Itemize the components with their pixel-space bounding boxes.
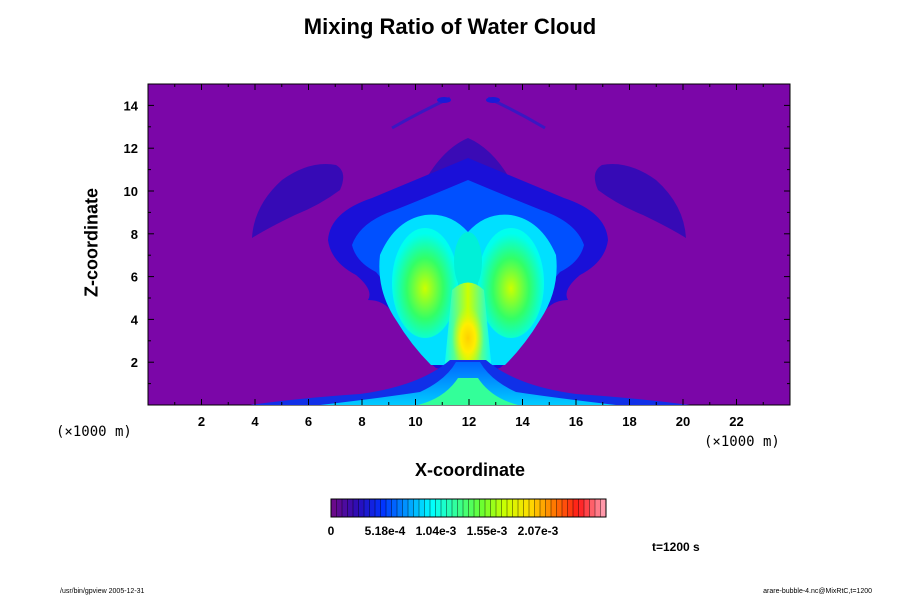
heatmap-field <box>250 96 690 405</box>
x-tick-label: 2 <box>198 414 205 429</box>
x-tick-label: 20 <box>676 414 690 429</box>
footer-right: arare-bubble-4.nc@MixRtC,t=1200 <box>763 588 872 595</box>
x-axis: 2 4 6 8 10 12 14 16 18 20 22 <box>174 84 764 429</box>
x-tick-label: 6 <box>305 414 312 429</box>
colorbar-cell <box>600 498 607 518</box>
colorbar-cell <box>424 498 431 518</box>
chart-title: Mixing Ratio of Water Cloud <box>303 14 597 39</box>
colorbar-cell <box>528 498 536 518</box>
colorbar <box>330 498 607 518</box>
x-axis-title: X-coordinate <box>414 460 525 480</box>
footer-left: /usr/bin/gpview 2005-12-31 <box>60 588 145 595</box>
colorbar-cell <box>341 498 349 518</box>
colorbar-tick-label: 1.55e-3 <box>466 524 508 538</box>
colorbar-cell <box>495 498 503 518</box>
colorbar-cell <box>589 498 596 518</box>
y-tick-label: 12 <box>124 141 138 156</box>
colorbar-cell <box>512 498 519 518</box>
colorbar-cell <box>490 498 497 518</box>
colorbar-cell <box>539 498 547 518</box>
x-tick-label: 4 <box>251 414 259 429</box>
colorbar-cell <box>435 498 442 518</box>
time-label: t=1200 s <box>652 540 700 554</box>
colorbar-cell <box>534 498 541 518</box>
colorbar-cell <box>336 498 343 518</box>
colorbar-cell <box>347 498 354 518</box>
x-tick-label: 14 <box>515 414 530 429</box>
colorbar-cell <box>550 498 558 518</box>
colorbar-cell <box>396 498 404 518</box>
colorbar-cell <box>594 498 602 518</box>
y-tick-label: 10 <box>124 184 138 199</box>
colorbar-labels: 0 5.18e-4 1.04e-3 1.55e-3 2.07e-3 <box>322 524 622 540</box>
colorbar-cell <box>358 498 365 518</box>
colorbar-cell <box>583 498 591 518</box>
colorbar-tick-label: 2.07e-3 <box>517 524 559 538</box>
x-tick-label: 18 <box>622 414 636 429</box>
colorbar-cell <box>440 498 448 518</box>
colorbar-cell <box>567 498 574 518</box>
colorbar-cell <box>402 498 409 518</box>
colorbar-cell <box>578 498 585 518</box>
colorbar-cell <box>484 498 492 518</box>
colorbar-cell <box>374 498 382 518</box>
colorbar-cell <box>413 498 420 518</box>
y-unit-label: (×1000 m) <box>56 424 132 440</box>
colorbar-frame <box>330 498 607 518</box>
colorbar-cell <box>545 498 552 518</box>
colorbar-cell <box>369 498 376 518</box>
colorbar-cell <box>380 498 387 518</box>
y-tick-label: 4 <box>131 312 139 327</box>
colorbar-cell <box>407 498 415 518</box>
colorbar-cell <box>429 498 437 518</box>
colorbar-cell <box>561 498 569 518</box>
y-tick-label: 8 <box>131 227 138 242</box>
colorbar-cell <box>473 498 481 518</box>
colorbar-cell <box>451 498 459 518</box>
colorbar-cell <box>363 498 371 518</box>
colorbar-cell <box>468 498 475 518</box>
colorbar-cell <box>391 498 398 518</box>
colorbar-tick-label: 5.18e-4 <box>364 524 406 538</box>
x-tick-label: 8 <box>358 414 365 429</box>
x-tick-label: 12 <box>462 414 476 429</box>
colorbar-cell <box>385 498 393 518</box>
colorbar-cell <box>457 498 464 518</box>
colorbar-cell <box>446 498 453 518</box>
y-axis: 2 4 6 8 10 12 14 <box>124 98 790 385</box>
colorbar-cell <box>418 498 426 518</box>
colorbar-cell <box>517 498 525 518</box>
x-tick-label: 16 <box>569 414 583 429</box>
colorbar-cell <box>506 498 514 518</box>
colorbar-cell <box>462 498 470 518</box>
x-tick-label: 22 <box>729 414 743 429</box>
colorbar-cell <box>479 498 486 518</box>
colorbar-tick-label: 1.04e-3 <box>415 524 457 538</box>
y-tick-label: 14 <box>124 98 139 113</box>
colorbar-cell <box>572 498 580 518</box>
colorbar-tick-label: 0 <box>327 524 335 538</box>
y-axis-title: Z-coordinate <box>81 188 102 298</box>
x-tick-label: 10 <box>408 414 422 429</box>
y-tick-label: 2 <box>131 355 138 370</box>
x-unit-label: (×1000 m) <box>704 434 780 450</box>
colorbar-cell <box>501 498 508 518</box>
colorbar-cell <box>523 498 530 518</box>
y-tick-label: 6 <box>131 270 138 285</box>
colorbar-cell <box>556 498 563 518</box>
colorbar-cell <box>352 498 360 518</box>
colorbar-cell <box>330 498 338 518</box>
